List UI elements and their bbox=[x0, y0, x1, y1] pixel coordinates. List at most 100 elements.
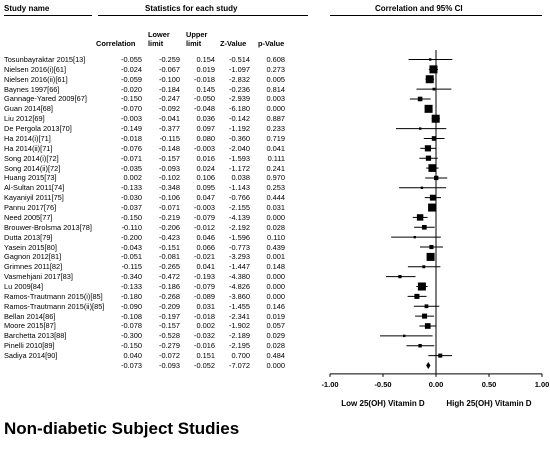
z-value-cell: -0.142 bbox=[229, 114, 250, 124]
correlation-cell: -0.055 bbox=[121, 55, 142, 64]
correlation-cell: -0.300 bbox=[121, 331, 142, 341]
p-value-cell: 0.019 bbox=[266, 311, 286, 321]
p-value-cell: 0.000 bbox=[266, 360, 286, 370]
x-tick-label: -0.50 bbox=[374, 380, 391, 389]
upper-limit-cell: -0.021 bbox=[194, 252, 215, 262]
z-value-cell: -2.192 bbox=[229, 222, 250, 232]
lower-limit-cell: -0.377 bbox=[159, 124, 180, 134]
p-value-cell: 0.970 bbox=[266, 173, 286, 183]
correlation-cell: -0.133 bbox=[121, 282, 142, 291]
upper-limit-cell: 0.145 bbox=[196, 84, 216, 94]
lower-limit-cell: -0.093 bbox=[159, 360, 180, 370]
correlation-cell: -0.150 bbox=[121, 94, 142, 104]
upper-limit-cell: -0.193 bbox=[194, 272, 215, 282]
p-value-cell: 0.814 bbox=[266, 84, 286, 94]
correlation-cell: -0.037 bbox=[121, 203, 142, 213]
z-value-cell: -2.040 bbox=[229, 143, 250, 153]
x-tick-label: -1.00 bbox=[321, 380, 338, 389]
upper-limit-cell: 0.066 bbox=[196, 242, 216, 252]
upper-limit-cell: -0.032 bbox=[194, 331, 215, 341]
lower-limit-cell: -0.528 bbox=[159, 331, 180, 341]
p-value-cell: 0.029 bbox=[266, 331, 286, 341]
study-name-cell: Yasein 2015[80] bbox=[4, 242, 57, 252]
lower-limit-cell: -0.148 bbox=[159, 143, 180, 153]
effect-marker bbox=[422, 265, 426, 269]
lower-limit-cell: -0.197 bbox=[159, 311, 180, 321]
effect-marker bbox=[424, 145, 432, 152]
lower-limit-cell: -0.151 bbox=[159, 242, 180, 252]
effect-marker bbox=[417, 96, 423, 102]
p-value-cell: 0.000 bbox=[266, 272, 286, 282]
col-header-lower-limit: Lower limit bbox=[148, 30, 170, 48]
upper-limit-cell: 0.036 bbox=[196, 114, 216, 124]
lower-limit-cell: -0.209 bbox=[159, 301, 180, 311]
correlation-cell: -0.200 bbox=[121, 232, 142, 242]
x-tick-label: 0.50 bbox=[482, 380, 497, 389]
p-value-cell: 0.273 bbox=[266, 64, 286, 74]
plot-group-header: Correlation and 95% CI bbox=[375, 4, 463, 13]
effect-marker bbox=[413, 235, 416, 239]
upper-limit-cell: -0.048 bbox=[194, 104, 215, 114]
study-name-cell: Ramos-Trautmann 2015(i)[85] bbox=[4, 291, 103, 301]
effect-marker bbox=[417, 282, 426, 291]
effect-marker bbox=[432, 87, 436, 91]
lower-limit-cell: -0.092 bbox=[159, 104, 180, 114]
p-value-cell: 0.000 bbox=[266, 212, 286, 222]
lower-limit-cell: -0.472 bbox=[159, 272, 180, 282]
study-name-cell: Bellan 2014[86] bbox=[4, 311, 56, 321]
lower-limit-cell: -0.259 bbox=[159, 55, 180, 64]
study-name-cell: Song 2014(i)[72] bbox=[4, 153, 59, 163]
effect-marker bbox=[422, 313, 428, 319]
study-name-cell: Song 2014(ii)[72] bbox=[4, 163, 61, 173]
lower-limit-cell: -0.157 bbox=[159, 153, 180, 163]
pooled-effect-diamond bbox=[426, 361, 431, 369]
p-value-cell: 0.484 bbox=[266, 351, 286, 361]
z-value-cell: -2.939 bbox=[229, 94, 250, 104]
upper-limit-cell: 0.047 bbox=[196, 193, 216, 203]
upper-limit-cell: 0.097 bbox=[196, 124, 216, 134]
z-value-cell: -0.236 bbox=[229, 84, 250, 94]
effect-marker bbox=[429, 194, 436, 201]
effect-marker bbox=[419, 127, 422, 130]
p-value-cell: 0.028 bbox=[266, 222, 286, 232]
upper-limit-cell: 0.019 bbox=[196, 64, 216, 74]
stats-group-header: Statistics for each study bbox=[145, 4, 238, 13]
z-value-cell: -1.097 bbox=[229, 64, 250, 74]
correlation-cell: -0.070 bbox=[121, 104, 142, 114]
study-name-cell: Ramos-Trautmann 2015(ii)[85] bbox=[4, 301, 105, 311]
study-name-cell: Guan 2014[68] bbox=[4, 104, 53, 114]
correlation-cell: -0.133 bbox=[121, 183, 142, 193]
lower-limit-cell: -0.072 bbox=[159, 351, 180, 361]
z-value-cell: -7.072 bbox=[229, 360, 250, 370]
z-value-cell: -2.341 bbox=[229, 311, 250, 321]
correlation-cell: -0.090 bbox=[121, 301, 142, 311]
p-value-cell: 0.003 bbox=[266, 94, 286, 104]
upper-limit-cell: 0.154 bbox=[196, 55, 216, 64]
lower-limit-cell: -0.081 bbox=[159, 252, 180, 262]
z-value-cell: -1.447 bbox=[229, 262, 250, 272]
correlation-cell: -0.035 bbox=[121, 163, 142, 173]
correlation-cell: 0.002 bbox=[123, 173, 143, 183]
p-value-cell: 0.028 bbox=[266, 341, 286, 351]
z-value-cell: -1.902 bbox=[229, 321, 250, 331]
z-value-cell: -2.195 bbox=[229, 341, 250, 351]
correlation-cell: -0.020 bbox=[121, 84, 142, 94]
effect-marker bbox=[431, 136, 437, 141]
upper-limit-cell: 0.106 bbox=[196, 173, 216, 183]
upper-limit-cell: 0.151 bbox=[196, 351, 216, 361]
z-value-cell: -3.860 bbox=[229, 291, 250, 301]
lower-limit-cell: -0.348 bbox=[159, 183, 180, 193]
p-value-cell: 0.041 bbox=[266, 143, 286, 153]
correlation-cell: -0.059 bbox=[121, 74, 142, 84]
p-value-cell: 0.000 bbox=[266, 291, 286, 301]
study-name-cell: Baynes 1997[66] bbox=[4, 84, 60, 94]
left-direction-label: Low 25(OH) Vitamin D bbox=[341, 399, 425, 408]
p-value-cell: 0.001 bbox=[266, 252, 286, 262]
effect-marker bbox=[425, 155, 432, 161]
effect-marker bbox=[420, 186, 424, 190]
upper-limit-cell: -0.079 bbox=[194, 282, 215, 291]
study-name-cell: Liu 2012[69] bbox=[4, 114, 45, 124]
upper-limit-cell: -0.089 bbox=[194, 291, 215, 301]
effect-marker bbox=[428, 58, 432, 61]
